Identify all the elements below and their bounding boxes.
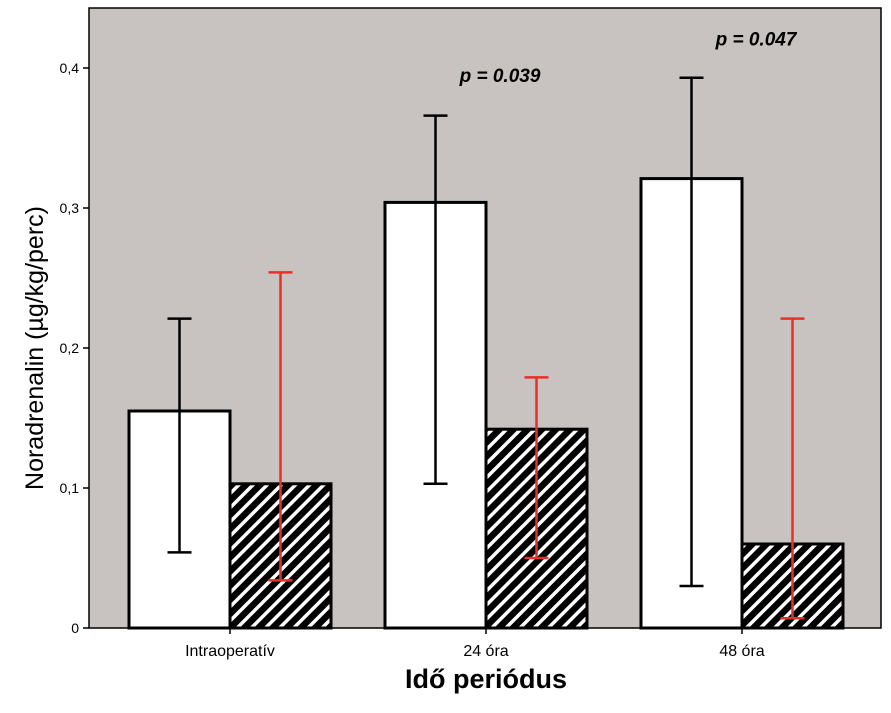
y-tick-label-0: 0: [71, 620, 79, 636]
p-value-annotation-1: p = 0.047: [715, 30, 798, 51]
y-tick-label-4: 0,4: [60, 60, 80, 76]
error-bar-white-2: [679, 76, 704, 588]
labels: Intraoperatív 24 óra 48 óra 0 0,1 0,2 0,3 0,4 No…: [21, 30, 798, 694]
axes: [83, 67, 743, 634]
p-value-annotation-0: p = 0.039: [459, 66, 541, 87]
y-axis-title: Noradrenalin (µg/kg/perc): [21, 206, 49, 490]
error-bar-white-0: [167, 317, 192, 554]
x-tick-label-2: 48 óra: [719, 643, 764, 660]
error-bar-hatched-1: [524, 376, 549, 560]
error-bars-layer: [167, 76, 805, 620]
y-tick-label-3: 0,3: [60, 200, 80, 216]
x-axis-title: Idő periódus: [405, 664, 567, 694]
error-bar-hatched-2: [780, 317, 805, 620]
y-tick-label-1: 0,1: [60, 480, 80, 496]
x-tick-label-0: Intraoperatív: [185, 643, 275, 660]
y-tick-label-2: 0,2: [60, 340, 80, 356]
x-tick-label-1: 24 óra: [463, 643, 508, 660]
error-bar-white-1: [423, 114, 448, 486]
error-bar-hatched-0: [268, 271, 293, 582]
